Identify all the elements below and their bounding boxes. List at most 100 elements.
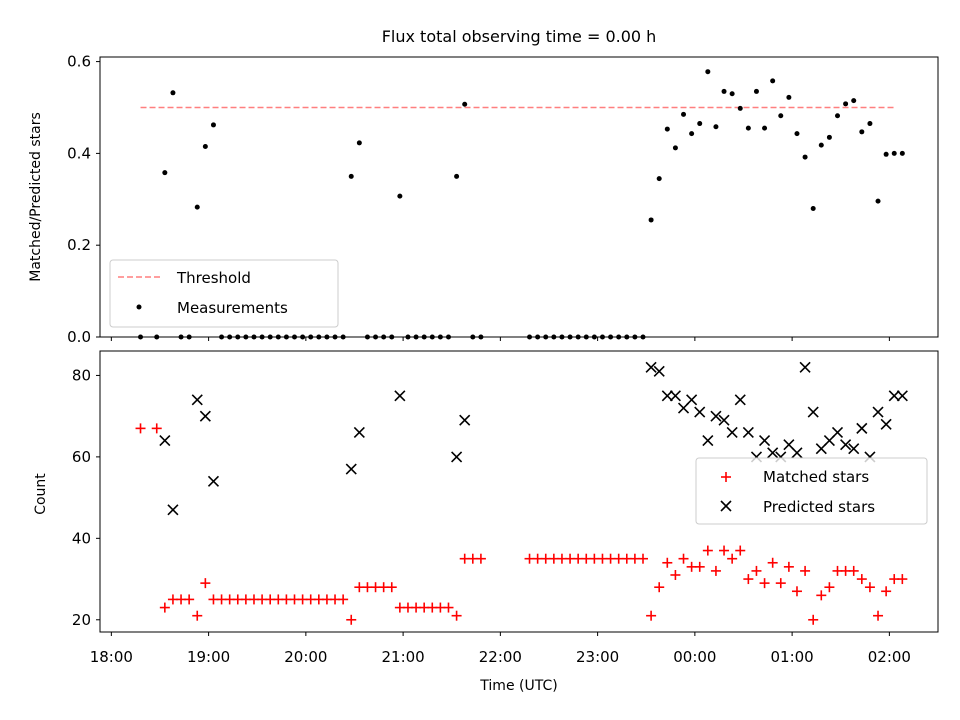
- measurement-point: [364, 334, 370, 340]
- matched-point: [451, 610, 462, 621]
- top-ytick-label: 0.2: [67, 236, 91, 254]
- matched-point: [719, 545, 730, 556]
- predicted-point: [645, 361, 657, 373]
- measurement-point: [194, 204, 200, 210]
- measurement-point: [551, 334, 557, 340]
- measurement-point: [599, 334, 605, 340]
- matched-point: [702, 545, 713, 556]
- measurement-point: [324, 334, 330, 340]
- predicted-point: [831, 426, 844, 439]
- measurement-point: [162, 170, 168, 176]
- top-ytick-label: 0.6: [67, 53, 91, 71]
- measurement-point: [851, 98, 857, 104]
- measurement-point: [373, 334, 379, 340]
- matched-point: [654, 582, 665, 593]
- top-legend-frame: [109, 259, 339, 328]
- bottom-xtick-label: 23:00: [576, 648, 619, 666]
- measurement-point: [689, 131, 695, 137]
- top-legend: Threshold Measurements: [109, 259, 339, 328]
- measurement-point: [616, 334, 622, 340]
- measurement-point: [624, 334, 630, 340]
- matched-legend-label: Matched stars: [763, 468, 869, 486]
- matched-point: [808, 614, 819, 625]
- measurement-point: [826, 134, 832, 140]
- predicted-point: [686, 394, 698, 406]
- measurement-point: [397, 193, 403, 199]
- matched-point: [816, 590, 827, 601]
- predicted-point: [345, 463, 357, 475]
- predicted-point: [459, 414, 471, 426]
- bottom-ylabel: Count: [33, 473, 49, 515]
- bottom-xtick-label: 01:00: [771, 648, 814, 666]
- predicted-point: [702, 435, 714, 447]
- measurement-point: [267, 334, 273, 340]
- measurement-point: [170, 90, 176, 96]
- measurement-point: [656, 176, 662, 182]
- top-plot-frame: [99, 56, 939, 338]
- bottom-series: [135, 361, 908, 625]
- matched-point: [662, 557, 673, 568]
- predicted-point: [726, 426, 738, 439]
- predicted-point: [848, 443, 860, 455]
- measurement-point: [664, 126, 670, 132]
- matched-point: [443, 602, 454, 613]
- matched-point: [735, 545, 746, 556]
- matched-point: [791, 586, 802, 597]
- predicted-point: [880, 418, 892, 430]
- measurement-point: [859, 129, 865, 135]
- measurement-point: [429, 334, 435, 340]
- matched-point: [346, 614, 357, 625]
- predicted-point: [888, 390, 900, 402]
- measurement-point: [672, 145, 678, 151]
- predicted-point: [159, 435, 171, 447]
- predicted-point: [207, 475, 220, 487]
- bottom-xtick-label: 19:00: [187, 648, 230, 666]
- measurement-point: [648, 217, 654, 223]
- matched-point: [873, 610, 884, 621]
- matched-point: [694, 561, 705, 572]
- measurement-point: [300, 334, 306, 340]
- bottom-xtick-label: 02:00: [868, 648, 911, 666]
- measurement-point: [437, 334, 443, 340]
- matched-point: [848, 565, 859, 576]
- measurement-point: [454, 173, 460, 179]
- measurement-point: [275, 334, 281, 340]
- measurement-point: [413, 334, 419, 340]
- measurement-point: [251, 334, 257, 340]
- matched-point: [646, 610, 657, 621]
- predicted-point: [758, 435, 771, 447]
- measurement-point: [154, 334, 160, 340]
- measurement-point: [802, 154, 808, 160]
- matched-point: [751, 565, 762, 576]
- measurement-point: [591, 334, 597, 340]
- measurement-point: [405, 334, 411, 340]
- predicted-point: [872, 406, 884, 418]
- measurement-point: [178, 334, 184, 340]
- bottom-xlabel: Time (UTC): [479, 678, 557, 694]
- matched-point: [897, 574, 908, 585]
- measurement-point: [632, 334, 638, 340]
- predicted-point: [718, 414, 730, 426]
- predicted-point: [767, 447, 779, 459]
- measurement-point: [292, 334, 298, 340]
- measurement-point: [316, 334, 322, 340]
- measurement-point: [559, 334, 565, 340]
- measurement-point: [259, 334, 265, 340]
- measurement-point: [753, 88, 759, 94]
- bottom-legend-frame: [695, 457, 928, 525]
- measurement-point: [543, 334, 549, 340]
- measurement-point: [794, 131, 800, 137]
- bottom-legend: Matched stars Predicted stars: [695, 457, 928, 525]
- top-series: [138, 69, 905, 340]
- measurement-point: [243, 334, 249, 340]
- predicted-point: [394, 390, 406, 402]
- predicted-point: [840, 439, 852, 451]
- predicted-point: [669, 390, 681, 402]
- measurement-point: [867, 121, 873, 127]
- measurement-point: [186, 334, 192, 340]
- measurement-point: [470, 334, 476, 340]
- measurement-point: [283, 334, 289, 340]
- measurement-point: [478, 334, 484, 340]
- measurement-point: [762, 125, 768, 131]
- predicted-legend-label: Predicted stars: [763, 498, 875, 516]
